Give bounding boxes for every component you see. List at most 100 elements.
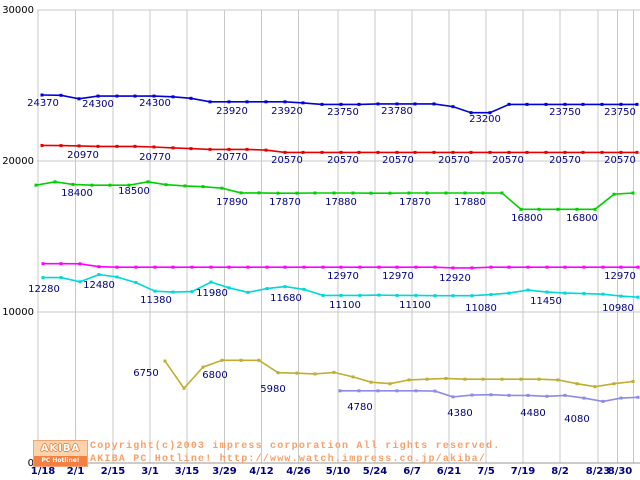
data-marker-magenta xyxy=(190,265,194,269)
data-marker-blue xyxy=(563,102,567,106)
data-marker-magenta xyxy=(433,265,437,269)
data-marker-blue xyxy=(357,102,361,106)
data-marker-red xyxy=(395,150,399,154)
data-marker-red xyxy=(413,150,417,154)
data-marker-red xyxy=(432,150,436,154)
data-marker-red xyxy=(40,143,44,147)
data-marker-olive xyxy=(407,378,411,382)
data-marker-blue xyxy=(488,111,492,115)
data-marker-green xyxy=(612,192,616,196)
copyright-text: Copyright(c)2003 impress corporation All… xyxy=(90,441,501,452)
data-marker-cyan xyxy=(395,293,399,297)
data-marker-magenta xyxy=(377,265,381,269)
data-marker-green xyxy=(463,191,467,195)
data-marker-blue xyxy=(451,105,455,109)
data-marker-blue xyxy=(320,102,324,106)
data-marker-magenta xyxy=(563,265,567,269)
data-marker-red xyxy=(600,150,604,154)
data-marker-red xyxy=(357,150,361,154)
data-marker-olive xyxy=(500,377,504,381)
data-marker-blue xyxy=(227,100,231,104)
data-marker-green xyxy=(276,191,280,195)
data-marker-red xyxy=(115,144,119,148)
data-marker-green xyxy=(481,191,485,195)
data-marker-cyan xyxy=(227,286,231,290)
data-marker-green xyxy=(220,186,224,190)
data-marker-magenta xyxy=(582,265,586,269)
data-marker-green xyxy=(146,180,150,184)
data-marker-olive xyxy=(537,377,541,381)
data-marker-red xyxy=(635,150,639,154)
data-marker-green xyxy=(201,185,205,189)
data-marker-cyan xyxy=(246,290,250,294)
data-marker-green xyxy=(425,191,429,195)
data-marker-green xyxy=(388,191,392,195)
data-marker-red xyxy=(488,150,492,154)
data-marker-magenta xyxy=(358,265,362,269)
data-marker-cyan xyxy=(636,295,640,299)
data-marker-red xyxy=(320,150,324,154)
data-marker-magenta xyxy=(134,265,138,269)
data-marker-blue xyxy=(635,102,639,106)
data-marker-cyan xyxy=(339,293,343,297)
data-marker-magenta xyxy=(227,265,231,269)
data-marker-blue xyxy=(283,100,287,104)
data-marker-magenta xyxy=(209,265,213,269)
data-marker-magenta xyxy=(339,265,343,269)
data-marker-olive xyxy=(425,377,429,381)
data-marker-cyan xyxy=(451,294,455,298)
data-marker-cyan xyxy=(171,290,175,294)
data-marker-magenta xyxy=(78,262,82,266)
data-marker-olive xyxy=(575,382,579,386)
data-marker-green xyxy=(183,184,187,188)
data-marker-green xyxy=(108,183,112,187)
data-marker-green xyxy=(500,191,504,195)
data-marker-green xyxy=(90,183,94,187)
data-marker-blue xyxy=(600,102,604,106)
data-marker-cyan xyxy=(507,291,511,295)
data-marker-blue xyxy=(208,100,212,104)
data-marker-purple xyxy=(395,389,399,393)
data-marker-blue xyxy=(619,102,623,106)
data-marker-green xyxy=(313,191,317,195)
data-marker-cyan xyxy=(619,294,623,298)
data-marker-magenta xyxy=(507,265,511,269)
data-marker-green xyxy=(537,207,541,211)
data-marker-red xyxy=(469,150,473,154)
data-marker-red xyxy=(245,147,249,151)
data-marker-magenta xyxy=(41,262,45,266)
logo-pc-hotline-text: PC Hotline! xyxy=(34,456,87,466)
data-marker-cyan xyxy=(433,294,437,298)
data-marker-red xyxy=(339,150,343,154)
data-marker-magenta xyxy=(97,265,101,269)
data-marker-cyan xyxy=(41,276,45,280)
data-marker-blue xyxy=(171,95,175,99)
data-marker-magenta xyxy=(171,265,175,269)
data-marker-magenta xyxy=(321,265,325,269)
data-marker-olive xyxy=(388,382,392,386)
site-url-text: AKIBA PC Hotline! http://www.watch.impre… xyxy=(90,454,487,465)
data-marker-purple xyxy=(507,393,511,397)
data-marker-green xyxy=(519,207,523,211)
data-marker-purple xyxy=(338,389,342,393)
data-marker-red xyxy=(376,150,380,154)
data-marker-olive xyxy=(313,372,317,376)
data-marker-blue xyxy=(245,100,249,104)
data-marker-red xyxy=(96,144,100,148)
data-marker-magenta xyxy=(601,265,605,269)
data-marker-olive xyxy=(631,379,635,383)
data-marker-green xyxy=(164,183,168,187)
data-marker-red xyxy=(227,147,231,151)
data-marker-cyan xyxy=(414,293,418,297)
data-marker-red xyxy=(525,150,529,154)
data-marker-green xyxy=(575,207,579,211)
logo-akiba-text: AKIBA xyxy=(40,443,81,454)
data-marker-magenta xyxy=(489,265,493,269)
data-marker-green xyxy=(631,191,635,195)
data-marker-blue xyxy=(339,102,343,106)
data-marker-cyan xyxy=(153,289,157,293)
data-marker-red xyxy=(59,144,63,148)
data-marker-cyan xyxy=(78,280,82,284)
